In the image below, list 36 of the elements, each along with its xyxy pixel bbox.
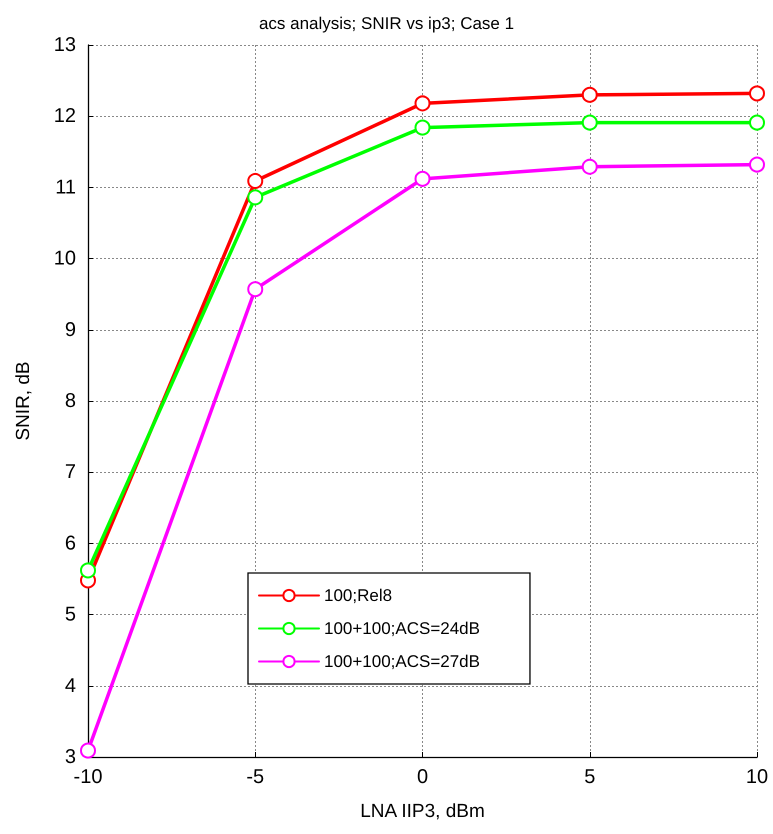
chart-title: acs analysis; SNIR vs ip3; Case 1 [258, 14, 514, 33]
point [582, 86, 598, 103]
y-tick-label: 7 [64, 461, 76, 484]
point [582, 158, 598, 175]
x-tick-label: -5 [246, 766, 264, 788]
x-axis-title: LNA IIP3, dBm [360, 801, 485, 822]
y-axis-title: SNIR, dB [13, 361, 34, 441]
y-tick-label: 13 [54, 34, 76, 56]
point [80, 562, 96, 578]
point [414, 120, 430, 136]
point [414, 170, 430, 187]
point [749, 85, 765, 102]
point [749, 156, 765, 173]
y-tick-label: 12 [54, 105, 76, 128]
y-tick-label: 9 [64, 318, 76, 341]
y-tick-label: 8 [64, 390, 76, 412]
point [749, 114, 765, 131]
x-tick-label: 10 [746, 766, 768, 788]
point [247, 172, 264, 189]
legend-label: 100+100;ACS=27dB [324, 652, 480, 671]
x-tick-label: 5 [584, 766, 596, 788]
legend-label: 100+100;ACS=24dB [324, 619, 480, 638]
y-tick-label: 3 [64, 746, 76, 768]
y-tick-label: 4 [64, 674, 76, 697]
y-tick-label: 5 [64, 604, 76, 626]
x-tick-label: 0 [416, 766, 428, 788]
y-tick-label: 6 [64, 532, 76, 554]
point [247, 281, 264, 298]
point [414, 95, 430, 112]
point [582, 114, 598, 131]
point [247, 189, 264, 206]
y-tick-label: 11 [55, 176, 76, 198]
legend-label: 100;Rel8 [324, 586, 392, 605]
x-tick-label: -10 [74, 766, 102, 788]
y-tick-label: 10 [54, 248, 76, 270]
point [80, 742, 96, 759]
